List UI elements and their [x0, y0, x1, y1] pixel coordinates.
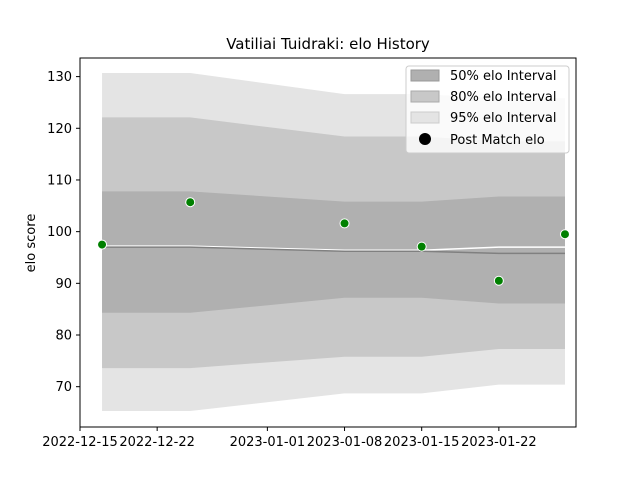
data-point: [493, 275, 504, 286]
legend-label-95: 95% elo Interval: [450, 111, 557, 126]
x-tick-label: 2023-01-01: [230, 435, 306, 450]
legend-box: [405, 65, 570, 154]
median-lines: [102, 245, 565, 255]
legend-marker-points: [419, 133, 431, 145]
legend-label-points: Post Match elo: [450, 133, 545, 148]
x-tick-label: 2022-12-22: [119, 435, 195, 450]
y-tick-label: 90: [55, 277, 72, 292]
y-tick-label: 120: [47, 122, 72, 137]
y-tick-label: 80: [55, 329, 72, 344]
y-tick-label: 70: [55, 380, 72, 395]
interval-bands: [102, 72, 565, 411]
post-match-line: [102, 245, 565, 252]
median-line: [102, 246, 565, 255]
x-tick-label: 2023-01-08: [307, 435, 383, 450]
data-point: [339, 218, 350, 229]
band-50: [102, 191, 565, 313]
axes-frame: [79, 57, 577, 428]
data-point: [97, 239, 108, 250]
y-axis-ticks: 70 80 90 100 110 120 130: [47, 70, 80, 395]
legend: 50% elo Interval 80% elo Interval 95% el…: [405, 65, 570, 154]
legend-swatch-50: [410, 69, 440, 82]
x-tick-label: 2023-01-22: [461, 435, 537, 450]
y-tick-label: 110: [47, 173, 72, 188]
data-point: [416, 241, 427, 252]
chart-title: Vatiliai Tuidraki: elo History: [226, 35, 430, 53]
y-tick-label: 130: [47, 70, 72, 85]
post-match-points: [97, 197, 570, 286]
data-point: [185, 197, 196, 208]
x-tick-label: 2023-01-15: [384, 435, 460, 450]
y-axis-label: elo score: [24, 214, 39, 273]
x-tick-label: 2022-12-15: [42, 435, 118, 450]
legend-swatch-95: [410, 111, 440, 124]
x-axis-ticks: 2022-12-15 2022-12-22 2023-01-01 2023-01-08…: [42, 427, 537, 450]
y-tick-label: 100: [47, 225, 72, 240]
legend-label-80: 80% elo Interval: [450, 90, 557, 105]
legend-label-50: 50% elo Interval: [450, 69, 557, 84]
legend-swatch-80: [410, 90, 440, 103]
data-point: [559, 229, 570, 240]
